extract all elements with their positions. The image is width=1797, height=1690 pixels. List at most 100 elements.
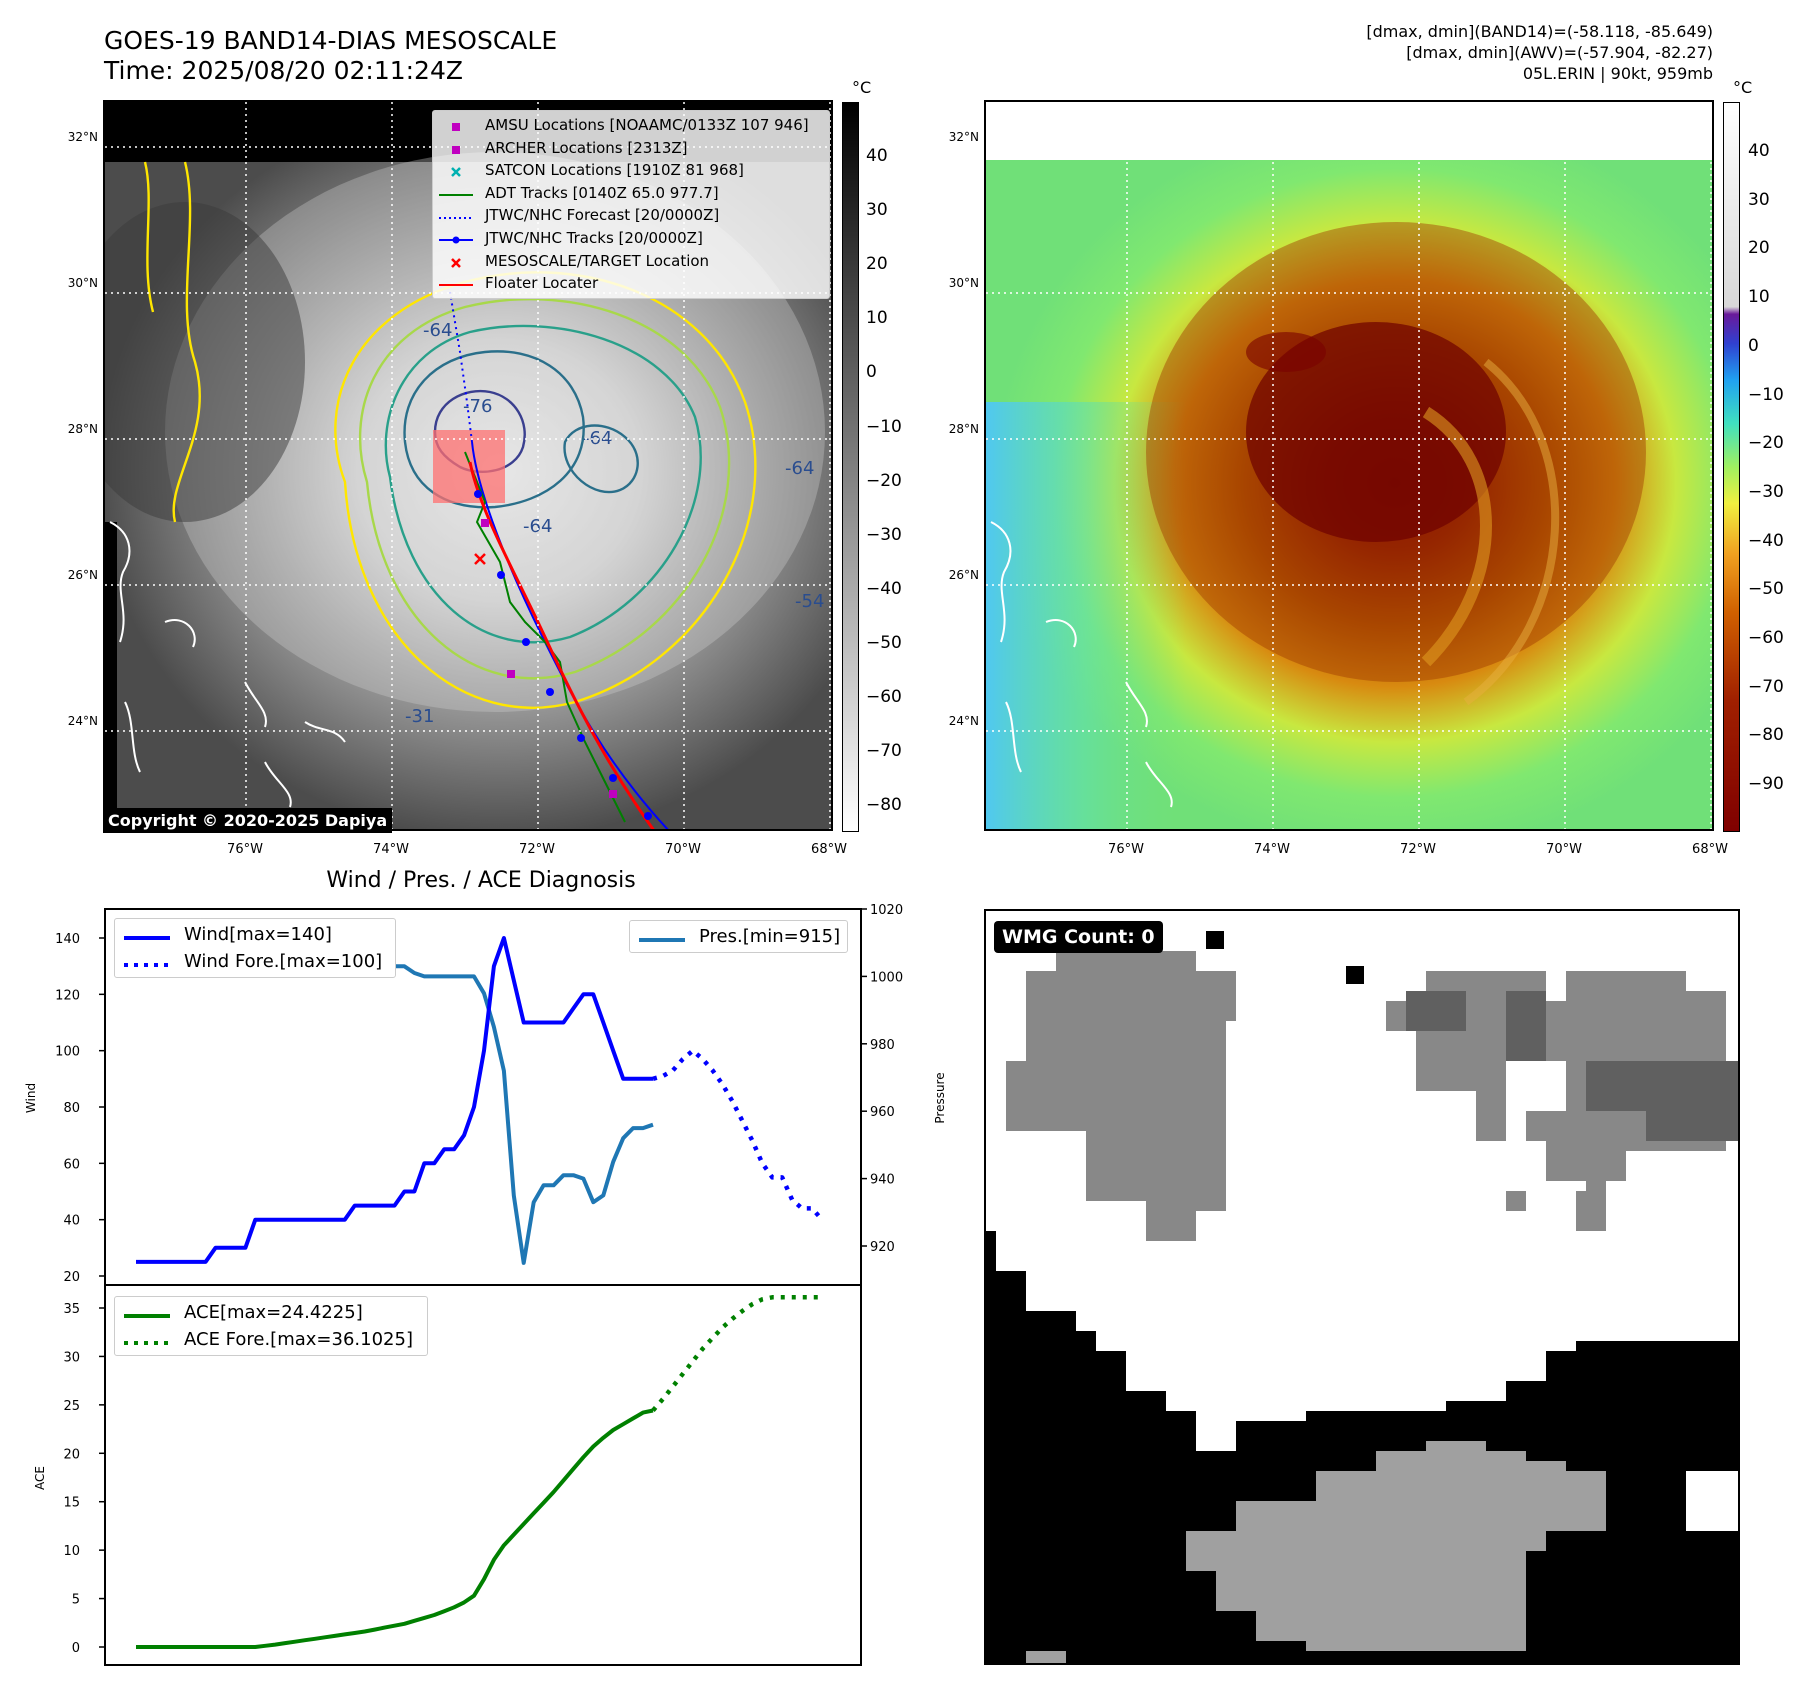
wmg-count-badge: WMG Count: 0 [994,921,1163,953]
pressure-tick-label: 1000 [870,970,903,985]
lat-label: 30°N [67,276,98,290]
wind-tick-label: 60 [63,1157,80,1172]
colorbar-tick: −30 [1748,481,1784,502]
pressure-tick-label: 920 [870,1240,895,1255]
legend-line-icon [122,927,172,943]
awv-colorbar-unit: °C [1733,78,1753,97]
contour-label: -76 [463,396,492,417]
ace-tick-label: 15 [63,1496,80,1511]
map-legend-item: JTWC/NHC Forecast [20/0000Z] [439,204,823,227]
map-legend-label: JTWC/NHC Forecast [20/0000Z] [485,206,720,225]
colorbar-tick: 0 [1748,335,1759,356]
colorbar-tick: −90 [1748,774,1784,795]
colorbar-tick: 20 [1748,238,1770,259]
chart-title: GOES-19 BAND14-DIAS MESOSCALE [104,26,558,55]
map-legend-item: MESOSCALE/TARGET Location [439,250,823,273]
diagnosis-title: Wind / Pres. / ACE Diagnosis [326,868,635,893]
ir-map-panel: -64 -76 -64 -64 -54 -31 -64 AMSU Locatio… [103,100,833,831]
legend-symbol-icon [439,163,473,178]
lat-label: 24°N [67,714,98,728]
contour-label: -64 [785,458,814,479]
lat-label: 28°N [67,422,98,436]
wind-tick-label: 100 [55,1045,80,1060]
pressure-tick-label: 1020 [870,903,903,918]
colorbar-tick: −70 [866,741,902,762]
ir-colorbar [842,102,859,832]
map-legend-item: JTWC/NHC Tracks [20/0000Z] [439,227,823,250]
contour-label: -31 [405,706,434,727]
ace-tick-label: 20 [63,1447,80,1462]
chart-legend-item: ACE[max=24.4225] [122,1299,420,1326]
storm-info: 05L.ERIN | 90kt, 959mb [1522,64,1713,83]
chart-time: Time: 2025/08/20 02:11:24Z [104,56,463,85]
lat-label: 28°N [948,422,979,436]
wind-tick-label: 140 [55,932,80,947]
wind-axis-label: Wind [24,1083,38,1113]
lon-label: 70°W [1546,842,1582,857]
map-legend-item: AMSU Locations [NOAAMC/0133Z 107 946] [439,114,823,137]
chart-legend-label: Wind[max=140] [184,924,332,945]
colorbar-tick: −60 [866,687,902,707]
ace-tick-label: 10 [63,1544,80,1559]
legend-line-icon [637,929,687,945]
lon-label: 76°W [227,842,263,857]
wind-line [136,936,653,1264]
colorbar-tick: 10 [866,308,888,329]
pressure-tick-label: 960 [870,1105,895,1120]
lon-label: 72°W [519,842,555,857]
wind-forecast-line [652,1048,824,1222]
ace-axes [104,1284,862,1666]
copyright-label: Copyright © 2020-2025 Dapiya [103,808,393,833]
lat-label: 32°N [67,130,98,144]
lat-label: 26°N [948,568,979,582]
wind-tick-label: 40 [63,1214,80,1229]
chart-legend-item: ACE Fore.[max=36.1025] [122,1326,420,1353]
map-legend-item: SATCON Locations [1910Z 81 968] [439,159,823,182]
legend-line-icon [122,1332,172,1348]
colorbar-tick: −80 [1748,725,1784,746]
map-legend-item: ARCHER Locations [2313Z] [439,137,823,160]
ace-tick-label: 5 [72,1593,80,1608]
colorbar-tick: 40 [1748,141,1770,161]
colorbar-tick: 30 [1748,189,1770,210]
lon-label: 74°W [373,842,409,857]
colorbar-tick: −60 [1748,628,1784,648]
awv-colorbar [1723,102,1740,832]
ace-tick-label: 30 [63,1350,80,1365]
chart-legend-label: ACE[max=24.4225] [184,1302,363,1323]
map-legend-label: ARCHER Locations [2313Z] [485,138,688,157]
lon-label: 72°W [1400,842,1436,857]
chart-legend-item: Pres.[min=915] [637,923,840,950]
lon-label: 68°W [811,842,847,857]
legend-symbol-icon [439,186,473,200]
colorbar-tick: −10 [866,416,902,437]
ace-forecast-line [651,1295,822,1412]
colorbar-tick: −10 [1748,384,1784,405]
legend-line-icon [122,1305,172,1321]
awv-map-panel [984,100,1714,831]
colorbar-tick: 20 [866,254,888,275]
chart-legend-label: Wind Fore.[max=100] [184,951,383,972]
lat-label: 24°N [948,714,979,728]
band14-range-info: [dmax, dmin](BAND14)=(-58.118, -85.649) [1366,22,1713,41]
lat-label: 26°N [67,568,98,582]
map-legend-label: AMSU Locations [NOAAMC/0133Z 107 946] [485,116,809,134]
legend-symbol-icon [439,209,473,223]
colorbar-tick: 40 [866,146,888,166]
pressure-axis-label: Pressure [933,1072,947,1123]
lon-label: 76°W [1108,842,1144,857]
map-legend-label: SATCON Locations [1910Z 81 968] [485,161,744,180]
colorbar-tick: −40 [1748,530,1784,551]
colorbar-tick: 0 [866,362,877,383]
ace-tick-label: 35 [63,1302,80,1317]
contour-label: -64 [523,516,552,537]
chart-legend-label: ACE Fore.[max=36.1025] [184,1329,413,1350]
legend-symbol-icon [439,276,473,290]
colorbar-tick: −30 [866,524,902,545]
lat-label: 32°N [948,130,979,144]
wmg-panel [984,909,1740,1665]
ir-colorbar-unit: °C [852,78,872,97]
lon-label: 74°W [1254,842,1290,857]
colorbar-tick: −20 [1748,433,1784,454]
legend-line-icon [122,954,172,970]
